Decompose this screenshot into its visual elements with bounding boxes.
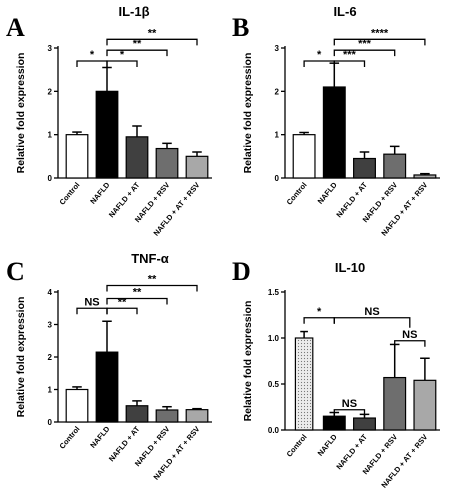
- significance-bracket: [394, 340, 426, 347]
- bar: [65, 134, 89, 179]
- y-tick-label: 4: [48, 288, 53, 297]
- significance-label: *: [120, 49, 125, 61]
- y-tick-label: 0: [48, 418, 53, 427]
- bar: [353, 417, 376, 431]
- significance-label: *: [317, 306, 322, 318]
- bar: [125, 136, 149, 179]
- y-axis-label: Relative fold expression: [15, 297, 27, 418]
- chart-title: TNF-α: [131, 251, 169, 266]
- bar: [155, 147, 179, 179]
- chart-title: IL-6: [333, 4, 356, 19]
- y-tick-label: 0.5: [268, 380, 280, 389]
- category-label: Control: [57, 425, 81, 451]
- significance-label: **: [133, 287, 142, 299]
- significance-label: ***: [358, 38, 372, 50]
- chart-title: IL-10: [335, 260, 365, 275]
- significance-bracket: [76, 307, 108, 315]
- y-tick-label: 0: [275, 174, 280, 183]
- bar: [322, 86, 346, 179]
- significance-label: **: [148, 27, 157, 39]
- y-tick-label: 1: [48, 131, 53, 140]
- y-tick-label: 2: [48, 87, 53, 96]
- significance-bracket: [303, 317, 335, 324]
- chart-title: IL-1β: [118, 4, 149, 19]
- significance-label: ****: [371, 27, 389, 39]
- panel-c: C TNF-α Relative fold expression 0 1 2 3 4 Contr…: [6, 251, 212, 482]
- category-label: Control: [285, 433, 309, 459]
- y-tick-label: 3: [275, 44, 280, 53]
- y-tick-label: 2: [48, 353, 53, 362]
- significance-bracket: [333, 60, 366, 67]
- y-axis-label: Relative fold expression: [242, 301, 254, 422]
- bar: [185, 409, 209, 423]
- significance-bracket: [106, 38, 198, 46]
- y-tick-label: 3: [48, 321, 53, 330]
- category-label: NAFLD: [316, 180, 340, 206]
- significance-label: NS: [402, 329, 417, 341]
- bar: [95, 90, 119, 179]
- panel-d: D IL-10 Relative fold expression 0.0 0.5 1.0 1…: [232, 257, 440, 490]
- bar: [413, 174, 437, 179]
- significance-bracket: [76, 60, 108, 67]
- significance-label: **: [148, 274, 157, 286]
- panel-letter: D: [232, 257, 251, 286]
- panel-b: B IL-6 Relative fold expression 0 1 2 3 Control…: [232, 4, 440, 238]
- bar: [294, 337, 314, 431]
- significance-label: *: [317, 49, 322, 61]
- bar: [413, 379, 437, 431]
- bar: [353, 157, 376, 179]
- significance-bracket: [106, 307, 138, 315]
- category-label: Control: [285, 181, 309, 207]
- y-tick-label: 0.0: [268, 426, 280, 435]
- category-label: NAFLD: [88, 180, 112, 206]
- panel-a: A IL-1β Relative fold expression 0 1 2 3 Contro…: [6, 4, 212, 238]
- category-label: NAFLD: [316, 432, 340, 458]
- category-label: Control: [57, 181, 81, 207]
- y-tick-label: 0: [48, 174, 53, 183]
- panel-letter: A: [6, 13, 25, 42]
- panel-letter: C: [6, 257, 25, 286]
- significance-label: *: [90, 49, 95, 61]
- y-tick-label: 1: [48, 386, 53, 395]
- bar: [125, 405, 149, 423]
- y-tick-label: 2: [275, 87, 280, 96]
- significance-bracket: [333, 409, 366, 416]
- y-tick-label: 1.0: [268, 334, 280, 343]
- y-tick-label: 1: [275, 131, 280, 140]
- significance-bracket: [333, 49, 396, 57]
- significance-label: **: [118, 296, 127, 308]
- y-axis-label: Relative fold expression: [242, 53, 254, 174]
- significance-label: NS: [364, 306, 379, 318]
- y-axis-label: Relative fold expression: [15, 53, 27, 174]
- bar: [383, 376, 407, 431]
- category-label: NAFLD: [88, 424, 112, 450]
- bar: [155, 409, 179, 423]
- y-tick-label: 1.5: [268, 288, 280, 297]
- bar: [322, 415, 346, 431]
- significance-bracket: [106, 60, 138, 67]
- bar: [292, 134, 316, 179]
- bar: [65, 388, 89, 423]
- y-tick-label: 3: [48, 44, 53, 53]
- significance-label: **: [133, 38, 142, 50]
- bar: [185, 155, 209, 179]
- significance-label: ***: [343, 49, 357, 61]
- significance-label: NS: [342, 398, 357, 410]
- significance-bracket: [333, 317, 411, 328]
- significance-bracket: [106, 284, 198, 292]
- significance-bracket: [303, 60, 335, 67]
- panel-letter: B: [232, 13, 249, 42]
- significance-bracket: [106, 297, 168, 305]
- significance-bracket: [106, 49, 168, 57]
- significance-label: NS: [84, 296, 99, 308]
- bar: [95, 351, 119, 423]
- significance-bracket: [333, 38, 426, 46]
- bar: [383, 153, 407, 179]
